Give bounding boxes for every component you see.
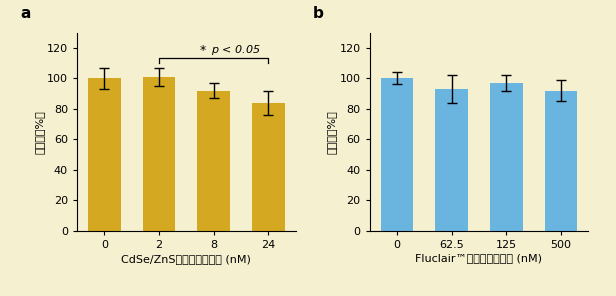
Bar [435, 89, 468, 231]
Bar [143, 77, 176, 231]
Text: a: a [20, 6, 31, 21]
Y-axis label: 生存率（%）: 生存率（%） [326, 110, 337, 154]
Bar [490, 83, 522, 231]
Text: $p$ < 0.05: $p$ < 0.05 [211, 43, 261, 57]
Bar [197, 91, 230, 231]
Y-axis label: 生存率（%）: 生存率（%） [34, 110, 44, 154]
X-axis label: Fluclair™量子ドット濃度 (nM): Fluclair™量子ドット濃度 (nM) [415, 254, 543, 264]
Bar [252, 103, 285, 231]
Text: b: b [313, 6, 323, 21]
Bar [381, 78, 413, 231]
Bar [545, 91, 577, 231]
Text: *: * [199, 44, 206, 57]
Bar [88, 78, 121, 231]
X-axis label: CdSe/ZnS量子ドット濃度 (nM): CdSe/ZnS量子ドット濃度 (nM) [121, 254, 251, 264]
